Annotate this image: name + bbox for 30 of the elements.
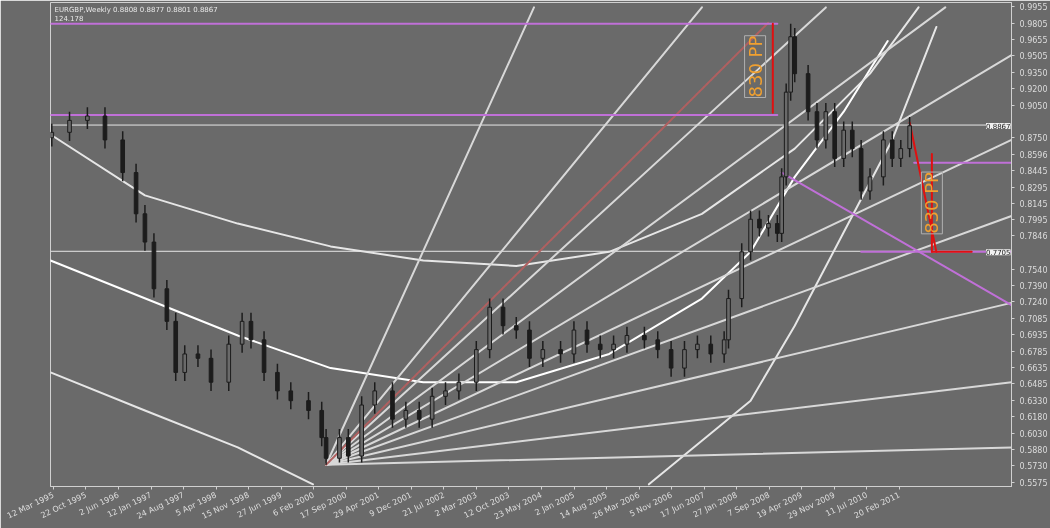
y-tick-label: 0.5730	[1019, 462, 1048, 472]
y-tick-label: 0.6030	[1019, 429, 1048, 439]
y-tick-label: 0.8445	[1019, 167, 1048, 177]
y-tick-label: 0.9050	[1019, 101, 1048, 111]
y-tick-label: 0.9200	[1019, 85, 1048, 95]
y-tick-label: 0.5575	[1019, 479, 1048, 489]
y-tick-label: 0.6330	[1019, 397, 1048, 407]
y-tick-label: 0.7240	[1019, 298, 1048, 308]
y-tick-label: 0.9350	[1019, 69, 1048, 79]
y-tick-label: 0.7390	[1019, 282, 1048, 292]
y-tick-label: 0.6785	[1019, 347, 1048, 357]
annotation: 830 PP	[744, 35, 766, 98]
y-tick-label: 0.9655	[1019, 35, 1048, 45]
y-tick-label: 0.7540	[1019, 265, 1048, 275]
y-tick-label: 0.8750	[1019, 134, 1048, 144]
y-tick-label: 0.6485	[1019, 380, 1048, 390]
y-tick-label: 0.8596	[1019, 150, 1048, 160]
y-tick-label: 0.6635	[1019, 364, 1048, 374]
y-tick-label: 0.6180	[1019, 413, 1048, 423]
y-tick-label: 0.8145	[1019, 199, 1048, 209]
y-tick-label: 0.9805	[1019, 19, 1048, 29]
y-tick-label: 0.9955	[1019, 3, 1048, 13]
y-tick-label: 0.9505	[1019, 52, 1048, 62]
y-tick-label: 0.7846	[1019, 232, 1048, 242]
y-tick-label: 0.7995	[1019, 216, 1048, 226]
y-tick-label: 0.6935	[1019, 331, 1048, 341]
y-tick-label: 0.8295	[1019, 183, 1048, 193]
y-tick-label: 0.5880	[1019, 446, 1048, 456]
y-tick-label: 0.7085	[1019, 315, 1048, 325]
annotation: 830 PP	[921, 171, 943, 234]
